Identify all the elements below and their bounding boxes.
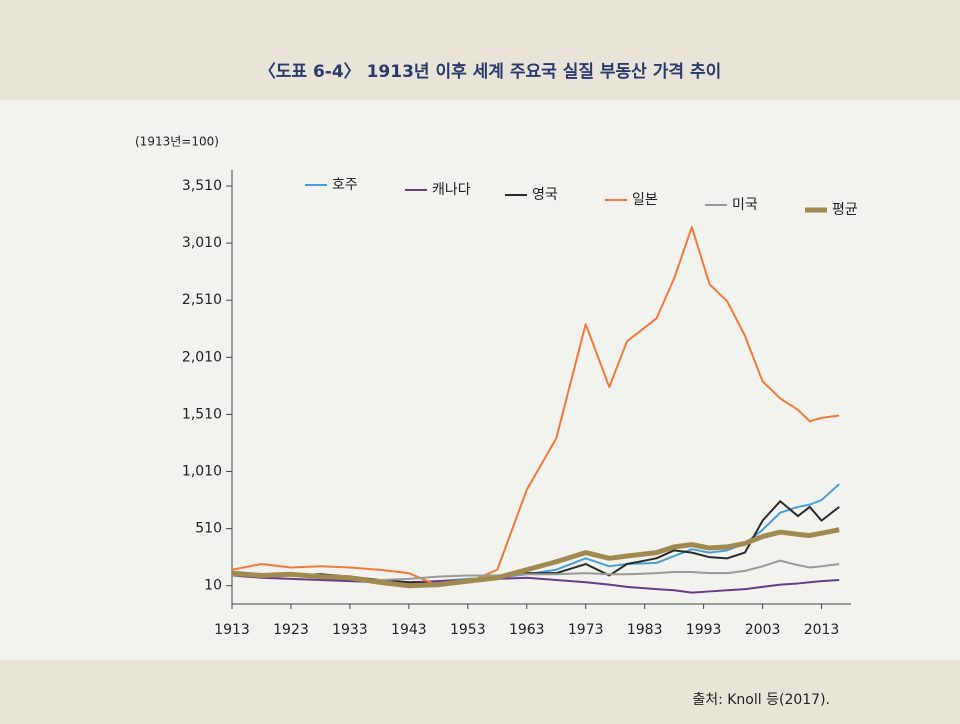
legend-label: 호주: [332, 177, 358, 193]
series-line: [231, 226, 840, 587]
x-tick-label: 1923: [273, 622, 309, 638]
legend-label: 미국: [732, 197, 758, 213]
y-tick-label: 3,510: [182, 178, 222, 194]
series-line: [231, 527, 840, 589]
x-tick-label: 1913: [214, 622, 250, 638]
y-tick-label: 3,010: [182, 235, 222, 251]
y-tick-label: 2,510: [182, 292, 222, 308]
x-tick-label: 1963: [509, 622, 545, 638]
legend-label: 일본: [632, 192, 658, 208]
x-tick-label: 1953: [450, 622, 486, 638]
y-tick-label: 1,510: [182, 406, 222, 422]
x-tick-label: 1973: [568, 622, 604, 638]
x-tick-label: 1983: [627, 622, 663, 638]
legend-label: 평균: [832, 202, 858, 218]
chart-title: 〈도표 6-4〉 1913년 이후 세계 주요국 실질 부동산 가격 추이: [259, 61, 721, 82]
legend-label: 캐나다: [432, 182, 471, 198]
x-tick-label: 2003: [745, 622, 781, 638]
y-tick-label: 510: [195, 521, 222, 537]
x-tick-label: 1993: [686, 622, 722, 638]
source: 출처: Knoll 등(2017).: [692, 692, 830, 708]
x-tick-label: 1943: [391, 622, 427, 638]
y-tick-label: 2,010: [182, 349, 222, 365]
y-axis-label: (1913년=100): [135, 135, 219, 149]
x-tick-label: 2013: [804, 622, 840, 638]
x-tick-label: 1933: [332, 622, 368, 638]
y-tick-label: 10: [204, 578, 222, 594]
y-tick-label: 1,010: [182, 464, 222, 480]
legend-label: 영국: [532, 187, 558, 203]
plot-background: [0, 100, 960, 660]
